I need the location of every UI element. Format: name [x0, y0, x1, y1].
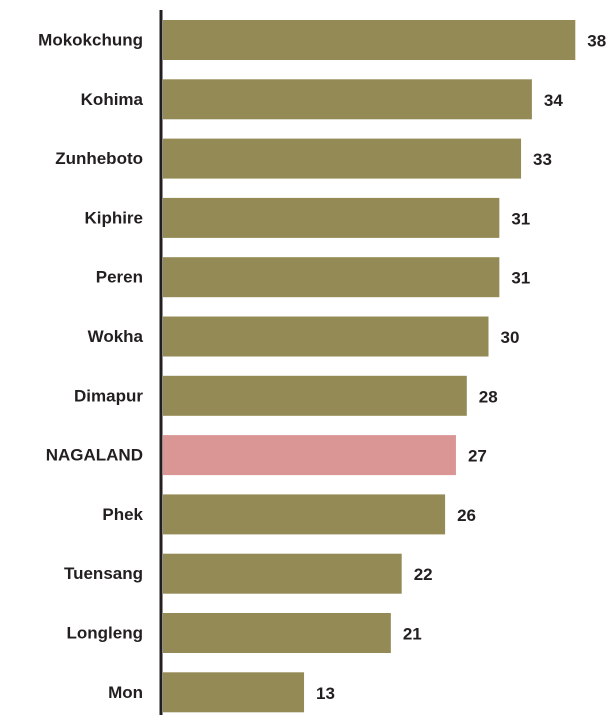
bar [163, 613, 391, 653]
category-label: Mokokchung [38, 30, 143, 49]
bar [163, 375, 467, 416]
bar [163, 138, 522, 179]
bar [163, 316, 489, 357]
value-label: 30 [501, 328, 520, 347]
bar [163, 435, 456, 476]
category-label: Kiphire [84, 208, 143, 227]
value-label: 38 [587, 31, 606, 50]
value-label: 27 [468, 447, 487, 466]
value-label: 28 [479, 387, 498, 406]
bar [163, 494, 446, 535]
category-label: Mon [108, 683, 143, 702]
value-label: 34 [544, 91, 563, 110]
category-label: Zunheboto [55, 149, 143, 168]
category-label: Wokha [88, 327, 144, 346]
category-label: Peren [96, 268, 143, 287]
value-label: 33 [533, 150, 552, 169]
bar [163, 257, 500, 298]
category-label: Phek [102, 505, 143, 524]
value-label: 13 [316, 684, 335, 703]
category-label: Dimapur [74, 386, 143, 405]
bar [163, 197, 500, 238]
value-label: 21 [403, 624, 422, 643]
value-label: 22 [414, 565, 433, 584]
bar [163, 20, 576, 60]
category-label: Longleng [67, 623, 143, 642]
category-label: NAGALAND [46, 446, 143, 465]
category-label: Kohima [81, 90, 144, 109]
bar [163, 553, 402, 594]
value-label: 31 [511, 209, 530, 228]
value-label: 31 [511, 269, 530, 288]
bar [163, 79, 532, 120]
value-label: 26 [457, 506, 476, 525]
category-label: Tuensang [64, 564, 143, 583]
bar [163, 672, 305, 713]
